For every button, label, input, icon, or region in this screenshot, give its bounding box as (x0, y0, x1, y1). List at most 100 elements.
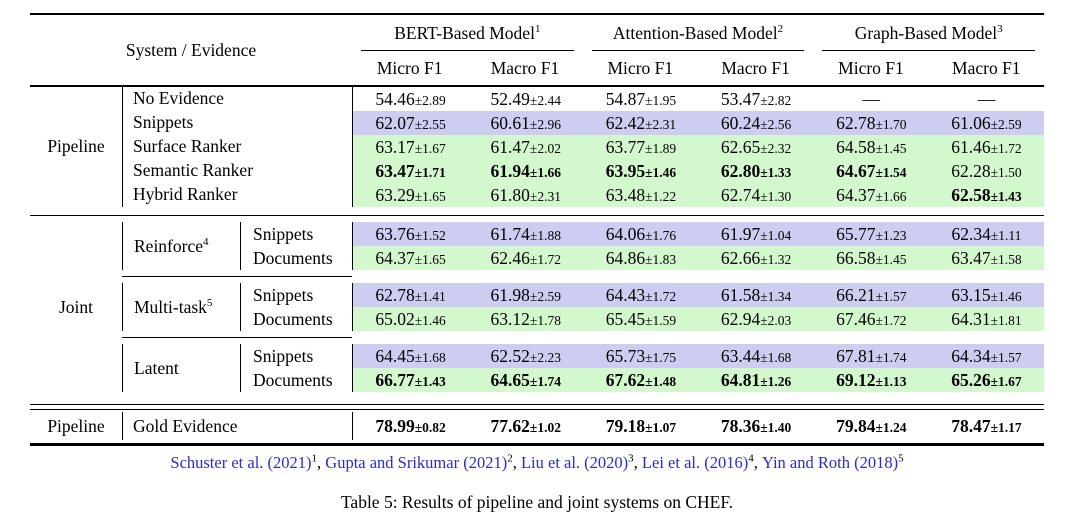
value: 54.46 (375, 88, 415, 109)
stddev: ±1.46 (645, 164, 677, 180)
row-data: 62.78 ±1.41 61.98 ±2.59 64.43 ±1.72 61.58 ±1.34… (352, 283, 1044, 308)
value: 64.86 (605, 248, 646, 269)
header-rule (30, 85, 1044, 87)
stddev: ±1.59 (645, 313, 677, 329)
stddev: ±1.66 (529, 164, 561, 180)
value: 64.06 (605, 224, 646, 245)
cline-rule (122, 276, 352, 278)
value: 63.29 (375, 184, 415, 205)
value: 78.47 (951, 416, 991, 437)
value: 62.52 (490, 346, 530, 367)
table-caption: Table 5: Results of pipeline and joint s… (340, 491, 734, 512)
metric-cell: 61.97 ±1.04 (699, 222, 814, 246)
metric-cell: 62.78 ±1.41 (353, 283, 468, 307)
value: 64.45 (375, 346, 415, 367)
metric-cell: 78.47 ±1.17 (929, 412, 1044, 440)
metric-cell: 62.78 ±1.70 (814, 111, 929, 135)
metric-cell: 66.58 ±1.45 (814, 246, 929, 270)
header-system-evidence: System / Evidence (125, 39, 257, 60)
citation-link[interactable]: Liu et al. (2020) (520, 452, 629, 472)
metric-names-row: Micro F1 Macro F1 Micro F1 Macro F1 Micro F1… (352, 51, 1044, 85)
row-data: 64.37 ±1.65 62.46 ±1.72 64.86 ±1.83 62.66 ±1.32… (352, 246, 1044, 271)
value: 61.98 (490, 285, 530, 306)
metric-cell: 67.46 ±1.72 (814, 307, 929, 331)
gold-row-data: 78.99 ±0.82 77.62 ±1.02 79.18 ±1.07 78.36 ±1.40… (352, 412, 1044, 441)
metric-header: Micro F1 (607, 57, 674, 78)
value: 67.62 (605, 370, 646, 391)
method-text: Reinforce4 (134, 235, 209, 256)
metric-header: Micro F1 (838, 57, 904, 78)
stddev: ±1.22 (645, 188, 677, 204)
model-label: BERT-Based Model1 (394, 22, 541, 43)
stddev: ±2.96 (529, 116, 561, 132)
cmidrule (361, 50, 574, 51)
system-label-joint: Joint (58, 296, 94, 317)
stddev: ±2.23 (529, 350, 561, 366)
stddev: ±2.82 (760, 92, 792, 108)
citation-link[interactable]: Lei et al. (2016) (641, 452, 749, 472)
value: 63.48 (605, 184, 646, 205)
superscript: 4 (203, 236, 209, 249)
stddev: ±1.43 (990, 188, 1022, 204)
metric-cell: 65.73 ±1.75 (583, 344, 698, 368)
stddev: ±1.02 (529, 420, 561, 436)
citation-link[interactable]: Gupta and Srikumar (2021) (325, 452, 508, 472)
stddev: ±1.71 (414, 164, 446, 180)
superscript: 2 (777, 22, 784, 35)
value: 54.87 (605, 88, 646, 109)
metric-cell: 61.58 ±1.34 (699, 283, 814, 307)
stddev: ±1.41 (414, 289, 446, 305)
system-label-pipeline: Pipeline (47, 136, 105, 157)
metric-cell: 79.84 ±1.24 (814, 412, 929, 440)
metric-cell: 62.34 ±1.11 (929, 222, 1044, 246)
metric-cell: 61.46 ±1.72 (929, 135, 1044, 159)
stddev: ±2.56 (760, 116, 792, 132)
model-label: Graph-Based Model3 (854, 22, 1003, 43)
value: 62.74 (720, 184, 761, 205)
stddev: ±1.76 (645, 228, 677, 244)
table-row: Documents 65.02 ±1.46 63.12 ±1.78 65.45 ±1.59 6… (240, 307, 1044, 332)
evidence-label: Snippets (240, 344, 352, 369)
metric-cell: 64.58 ±1.45 (814, 135, 929, 159)
value: 61.06 (951, 112, 991, 133)
citation-link[interactable]: Yin and Roth (2018) (761, 452, 899, 472)
value: 64.81 (720, 370, 761, 391)
metric-cell: 63.47 ±1.71 (353, 159, 468, 183)
stddev: ±1.75 (645, 350, 677, 366)
table-row: Semantic Ranker 63.47 ±1.71 61.94 ±1.66 63.95… (122, 158, 1044, 183)
stddev: ±1.72 (529, 252, 561, 268)
stddev: ±1.88 (529, 228, 561, 244)
metric-cell: 64.65 ±1.74 (468, 368, 583, 392)
value: 67.46 (836, 309, 876, 330)
stddev: ±2.31 (645, 116, 677, 132)
row-data: 65.02 ±1.46 63.12 ±1.78 65.45 ±1.59 62.94 ±2.03… (352, 307, 1044, 332)
stddev: ±1.65 (414, 188, 446, 204)
stddev: ±1.54 (875, 164, 907, 180)
group-divider (122, 331, 1044, 344)
metric-cell: — (977, 88, 996, 109)
stddev: ±1.74 (875, 350, 907, 366)
evidence-label: Documents (240, 307, 352, 332)
stddev: ±1.04 (760, 228, 792, 244)
value: 62.34 (951, 224, 991, 245)
stddev: ±1.24 (875, 420, 907, 436)
value: 62.78 (836, 112, 876, 133)
metric-cell: 63.12 ±1.78 (468, 307, 583, 331)
citation-link[interactable]: Schuster et al. (2021) (170, 452, 312, 472)
joint-group-rows: Snippets 64.45 ±1.68 62.52 ±2.23 65.73 ±1.75 63… (240, 344, 1044, 393)
metric-cell: 79.18 ±1.07 (583, 412, 698, 440)
value: 63.47 (951, 248, 991, 269)
superscript: 3 (628, 452, 634, 465)
citations-line: Schuster et al. (2021)1, Gupta and Sriku… (170, 452, 904, 472)
stddev: ±1.45 (875, 140, 907, 156)
row-data: 54.46 ±2.89 52.49 ±2.44 54.87 ±1.95 53.47 ±2.82… (352, 86, 1044, 111)
joint-section: Joint Reinforce4 Snippets 63.76 ±1.52 61.74 ±… (30, 222, 1044, 393)
evidence-label: Documents (240, 368, 352, 393)
value: 64.58 (836, 136, 876, 157)
value: 63.15 (951, 285, 991, 306)
value: 63.12 (490, 309, 530, 330)
metric-cell: 64.37 ±1.65 (353, 246, 468, 270)
stddev: ±1.34 (760, 289, 792, 305)
stddev: ±1.23 (875, 228, 907, 244)
